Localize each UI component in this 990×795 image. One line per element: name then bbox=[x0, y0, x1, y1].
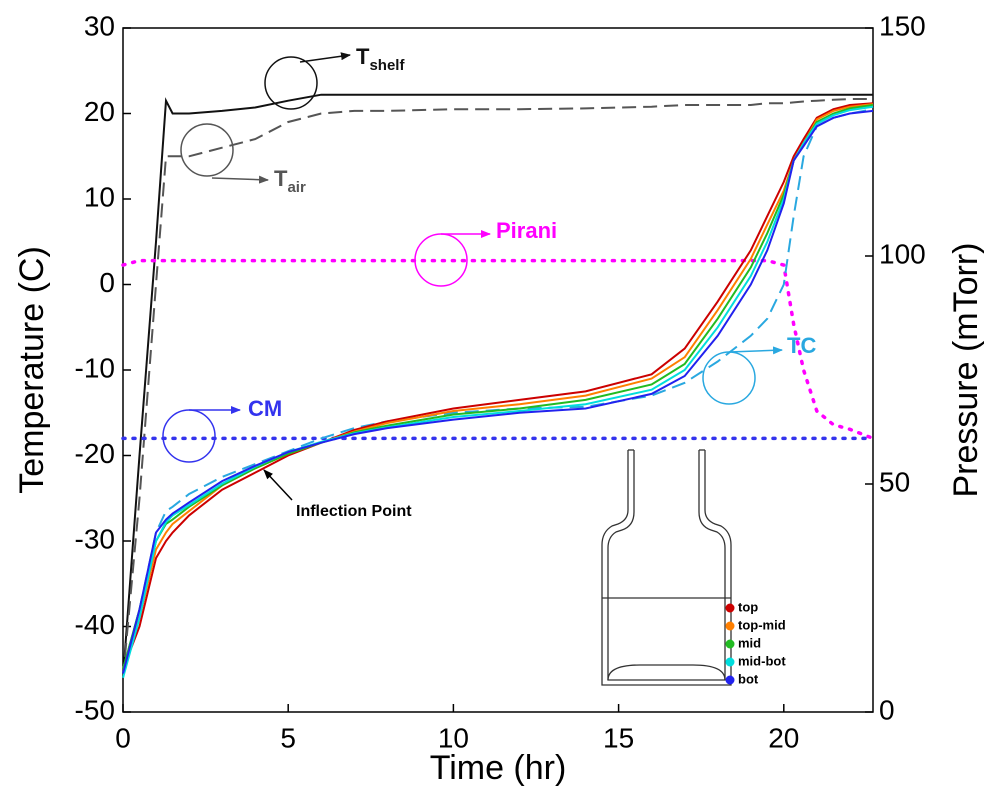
callout-arrow bbox=[299, 52, 351, 63]
legend-marker bbox=[725, 639, 735, 649]
callout-name: CM bbox=[248, 396, 282, 421]
x-tick-label: 5 bbox=[280, 722, 296, 753]
plot-frame bbox=[122, 27, 874, 713]
legend-label: top-mid bbox=[738, 617, 786, 632]
callout-sub: shelf bbox=[369, 57, 405, 74]
callout-name: TC bbox=[787, 333, 816, 358]
callout-sub: air bbox=[287, 179, 306, 196]
x-axis-label: Time (hr) bbox=[430, 749, 567, 787]
annotation-arrow bbox=[263, 469, 293, 501]
series-line bbox=[122, 98, 873, 678]
x-tick-label: 15 bbox=[603, 722, 634, 753]
series-line bbox=[122, 93, 873, 678]
y-tick-label: -50 bbox=[75, 694, 115, 725]
y-tick-label: -40 bbox=[75, 609, 115, 640]
x-tick-label: 0 bbox=[115, 722, 131, 753]
y-axis-label: Temperature (C) bbox=[13, 246, 51, 494]
series-line bbox=[122, 105, 874, 679]
series-line bbox=[122, 103, 874, 670]
annotation: Inflection Point bbox=[296, 503, 412, 520]
legend-marker bbox=[725, 657, 735, 667]
callout-circle bbox=[264, 56, 318, 110]
y2-tick-label: 150 bbox=[879, 10, 926, 41]
vial-inset bbox=[601, 449, 732, 686]
legend-label: mid bbox=[738, 635, 761, 650]
legend-marker bbox=[725, 621, 735, 631]
series-line bbox=[121, 258, 875, 441]
callout-label: Tair bbox=[274, 166, 306, 196]
x-tick-label: 10 bbox=[438, 722, 469, 753]
callout-label: Pirani bbox=[496, 218, 557, 243]
y-tick-label: 10 bbox=[84, 181, 115, 212]
legend-marker bbox=[725, 603, 735, 613]
callout-label: CM bbox=[248, 396, 282, 421]
y2-tick-label: 100 bbox=[879, 238, 926, 269]
y-tick-label: 20 bbox=[84, 96, 115, 127]
y-tick-label: 0 bbox=[99, 267, 115, 298]
x-tick-label: 20 bbox=[768, 722, 799, 753]
callout-arrow bbox=[211, 175, 269, 184]
series-line bbox=[122, 104, 874, 670]
callout-arrow bbox=[728, 346, 783, 355]
legend-label: top bbox=[738, 599, 758, 614]
series-line bbox=[122, 109, 874, 674]
y-tick-label: -30 bbox=[75, 523, 115, 554]
y-tick-label: -10 bbox=[75, 352, 115, 383]
y2-axis-label: Pressure (mTorr) bbox=[947, 242, 985, 497]
y2-tick-label: 50 bbox=[879, 466, 910, 497]
callout-name: T bbox=[356, 44, 370, 69]
y-tick-label: -20 bbox=[75, 438, 115, 469]
y2-tick-label: 0 bbox=[879, 694, 895, 725]
callout-label: Tshelf bbox=[356, 44, 405, 74]
series-line bbox=[122, 102, 874, 670]
legend-marker bbox=[725, 675, 735, 685]
callout-circle bbox=[162, 409, 216, 463]
legend-label: mid-bot bbox=[738, 653, 786, 668]
callout-circle bbox=[702, 351, 756, 405]
callout-name: T bbox=[274, 166, 288, 191]
callout-name: Pirani bbox=[496, 218, 557, 243]
y-tick-label: 30 bbox=[84, 10, 115, 41]
callout-label: TC bbox=[787, 333, 816, 358]
legend-label: bot bbox=[738, 671, 759, 686]
series-line bbox=[122, 108, 874, 670]
callout-circle bbox=[180, 123, 234, 177]
